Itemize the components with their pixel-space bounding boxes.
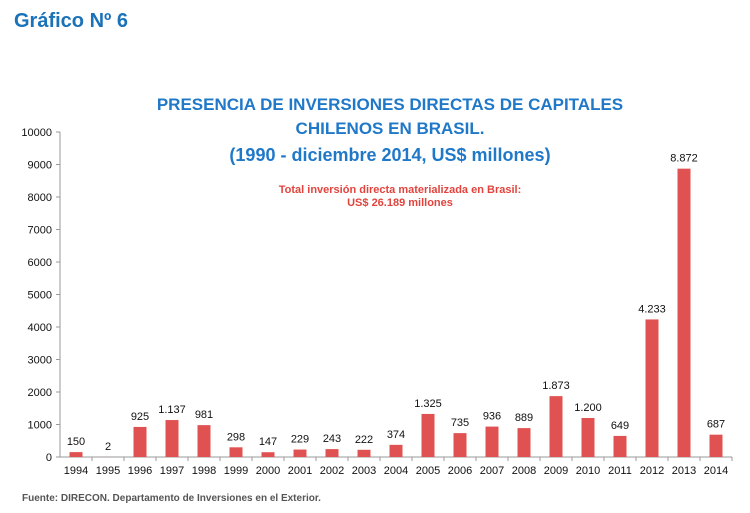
bar-2002: [325, 449, 339, 457]
x-tick-label-2002: 2002: [320, 465, 344, 477]
data-label-2012: 4.233: [638, 303, 666, 315]
data-label-2001: 229: [291, 434, 309, 446]
bar-2014: [709, 434, 723, 457]
bar-1998: [197, 425, 211, 457]
data-label-2013: 8.872: [670, 153, 698, 165]
x-tick-label-1998: 1998: [192, 465, 216, 477]
x-tick-label-2006: 2006: [448, 465, 472, 477]
data-label-2007: 936: [483, 411, 501, 423]
chart-heading: Gráfico Nº 6: [14, 10, 129, 32]
x-tick-label-1999: 1999: [224, 465, 248, 477]
y-tick-label: 9000: [28, 160, 52, 172]
x-tick-label-2014: 2014: [704, 465, 728, 477]
data-label-2009: 1.873: [542, 380, 570, 392]
y-tick-label: 7000: [28, 225, 52, 237]
data-label-2011: 649: [611, 420, 629, 432]
chart-title-line-1: PRESENCIA DE INVERSIONES DIRECTAS DE CAP…: [156, 95, 624, 114]
bar-2005: [421, 413, 435, 457]
y-tick-label: 4000: [28, 322, 52, 334]
bar-2007: [485, 426, 499, 457]
data-label-2004: 374: [387, 429, 405, 441]
y-tick-label: 6000: [28, 257, 52, 269]
bar-2010: [581, 418, 595, 457]
bar-1996: [133, 426, 147, 457]
data-label-2006: 735: [451, 417, 469, 429]
chart-title-line-2: CHILENOS EN BRASIL.: [295, 119, 485, 138]
x-tick-label-2004: 2004: [384, 465, 408, 477]
bar-2001: [293, 449, 307, 457]
source-note: Fuente: DIRECON. Departamento de Inversi…: [22, 493, 321, 504]
x-tick-label-2010: 2010: [576, 465, 600, 477]
x-tick-label-1995: 1995: [96, 465, 120, 477]
bar-2012: [645, 319, 659, 457]
bar-2013: [677, 168, 691, 457]
chart-annotation-line-1: Total inversión directa materializada en…: [278, 184, 522, 196]
y-tick-label: 5000: [28, 290, 52, 302]
x-tick-label-2001: 2001: [288, 465, 312, 477]
y-tick-label: 3000: [28, 355, 52, 367]
data-label-1998: 981: [195, 409, 213, 421]
bar-2000: [261, 452, 275, 457]
bar-2004: [389, 444, 403, 457]
data-label-1995: 2: [105, 441, 111, 453]
x-tick-label-2005: 2005: [416, 465, 440, 477]
x-tick-label-2003: 2003: [352, 465, 376, 477]
x-tick-label-1997: 1997: [160, 465, 184, 477]
chart-title-line-3: (1990 - diciembre 2014, US$ millones): [229, 145, 551, 165]
data-label-2000: 147: [259, 436, 277, 448]
x-tick-label-2007: 2007: [480, 465, 504, 477]
bar-2011: [613, 435, 627, 457]
data-label-2014: 687: [707, 419, 725, 431]
data-label-2005: 1.325: [414, 398, 442, 410]
x-tick-label-2012: 2012: [640, 465, 664, 477]
chart-annotation-line-2: US$ 26.189 millones: [347, 197, 453, 209]
bar-1994: [69, 452, 83, 457]
data-label-1997: 1.137: [158, 404, 186, 416]
bar-2003: [357, 449, 371, 457]
x-tick-label-2008: 2008: [512, 465, 536, 477]
bar-2009: [549, 396, 563, 457]
data-label-1996: 925: [131, 411, 149, 423]
data-label-2010: 1.200: [574, 402, 602, 414]
y-tick-label: 1000: [28, 420, 52, 432]
data-label-2008: 889: [515, 412, 533, 424]
bar-1999: [229, 447, 243, 457]
x-tick-label-1994: 1994: [64, 465, 88, 477]
bar-1997: [165, 420, 179, 457]
y-tick-label: 8000: [28, 192, 52, 204]
y-tick-label: 0: [46, 452, 52, 464]
data-label-1994: 150: [67, 436, 85, 448]
y-tick-label: 2000: [28, 387, 52, 399]
x-tick-label-1996: 1996: [128, 465, 152, 477]
x-tick-label-2011: 2011: [608, 465, 632, 477]
bar-2008: [517, 428, 531, 457]
x-tick-label-2013: 2013: [672, 465, 696, 477]
y-tick-label: 10000: [21, 127, 52, 139]
x-tick-label-2009: 2009: [544, 465, 568, 477]
data-label-2002: 243: [323, 433, 341, 445]
data-label-1999: 298: [227, 431, 245, 443]
bar-2006: [453, 433, 467, 457]
data-label-2003: 222: [355, 434, 373, 446]
x-tick-label-2000: 2000: [256, 465, 280, 477]
